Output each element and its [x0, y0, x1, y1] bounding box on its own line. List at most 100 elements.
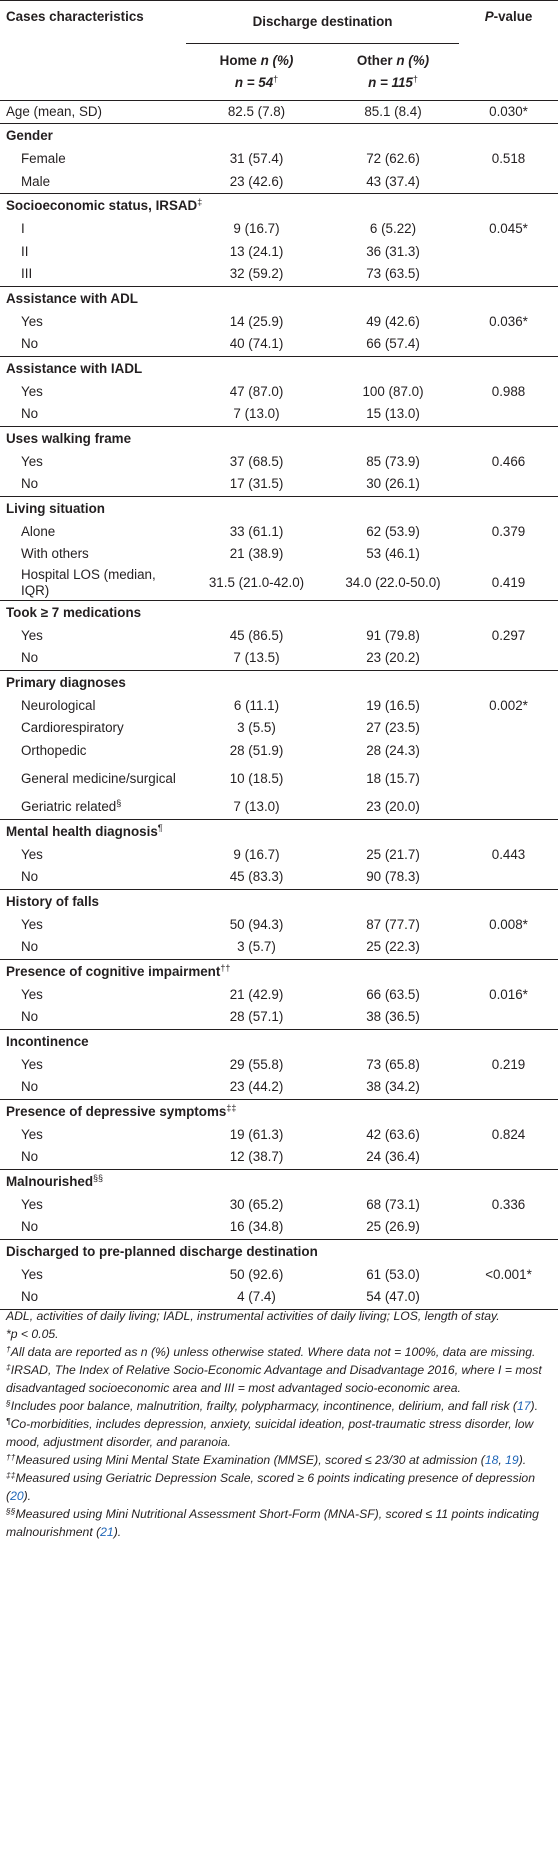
header-discharge-destination: Discharge destination — [186, 0, 460, 44]
table-row: Yes 50 (94.3) 87 (77.7) 0.008* — [0, 914, 558, 937]
footnote: ADL, activities of daily living; IADL, i… — [6, 1307, 554, 1325]
row-label: No — [0, 473, 186, 496]
home-value-cell: 10 (18.5) — [229, 771, 284, 786]
table-header: Cases characteristics Discharge destinat… — [0, 0, 558, 101]
other-value-cell: 62 (53.9) — [366, 523, 420, 539]
footnote-mark: § — [6, 1398, 11, 1408]
home-value-cell: 23 (44.2) — [229, 1079, 284, 1095]
home-value-cell: 30 (65.2) — [229, 1196, 284, 1212]
pvalue-cell — [459, 403, 558, 426]
footnote: *p < 0.05. — [6, 1325, 554, 1343]
row-label: Yes — [0, 984, 186, 1007]
reference-link[interactable]: 21 — [100, 1525, 114, 1539]
reference-link[interactable]: 19 — [505, 1453, 519, 1467]
footnote-text: ). — [518, 1453, 527, 1467]
pvalue-cell — [459, 1076, 558, 1099]
pvalue-cell: 0.443 — [491, 846, 526, 862]
header-home-n-label: n (%) — [260, 52, 294, 68]
row-label-text: III — [21, 266, 33, 282]
section-label: Assistance with IADL — [0, 356, 558, 381]
pvalue-cell — [459, 543, 558, 566]
section-row: Presence of cognitive impairment†† — [0, 959, 558, 984]
pvalue-cell: 0.336 — [491, 1196, 526, 1212]
table-row: Yes 47 (87.0) 100 (87.0) 0.988 — [0, 381, 558, 404]
header-pvalue-p: P — [484, 9, 494, 24]
section-label-text: Mental health diagnosis — [6, 823, 158, 839]
row-label: No — [0, 1006, 186, 1029]
section-label: Gender — [0, 124, 558, 149]
other-value-cell: 100 (87.0) — [362, 383, 424, 399]
other-value-cell: 87 (77.7) — [366, 916, 420, 932]
pvalue-cell — [459, 1216, 558, 1239]
section-label: Incontinence — [0, 1029, 558, 1054]
home-value-cell: 50 (94.3) — [229, 916, 284, 932]
header-home-label: Home — [219, 52, 261, 68]
table-footnotes: ADL, activities of daily living; IADL, i… — [6, 1307, 554, 1541]
header-blank-right — [459, 43, 558, 101]
other-value-cell: 6 (5.22) — [369, 221, 417, 237]
table-row: II 13 (24.1) 36 (31.3) — [0, 241, 558, 264]
table-row: No 3 (5.7) 25 (22.3) — [0, 936, 558, 959]
row-label: Yes — [0, 451, 186, 474]
table-row: III 32 (59.2) 73 (63.5) — [0, 263, 558, 286]
section-label-text: Presence of cognitive impairment — [6, 963, 221, 979]
row-label-text: No — [21, 1079, 39, 1095]
row-label-text: Yes — [21, 453, 43, 469]
footnote-text: ). — [113, 1525, 122, 1539]
table-row: No 40 (74.1) 66 (57.4) — [0, 333, 558, 356]
section-footnote-mark: ¶ — [157, 822, 163, 833]
pvalue-cell: 0.219 — [491, 1056, 526, 1072]
header-pvalue: P-value — [459, 0, 558, 43]
section-label: Malnourished§§ — [0, 1169, 558, 1194]
section-label-text: Malnourished — [6, 1173, 94, 1189]
section-label: Primary diagnoses — [0, 670, 558, 695]
row-label-text: Alone — [21, 523, 56, 539]
footnote-text: Measured using Geriatric Depression Scal… — [6, 1471, 535, 1503]
row-label: Yes — [0, 1124, 186, 1147]
other-value-cell: 27 (23.5) — [366, 720, 420, 736]
section-row: Primary diagnoses — [0, 670, 558, 695]
section-label-text: Assistance with IADL — [6, 360, 143, 376]
row-label-text: Yes — [21, 846, 43, 862]
reference-link[interactable]: 20 — [10, 1489, 24, 1503]
section-row: Malnourished§§ — [0, 1169, 558, 1194]
other-value-cell: 91 (79.8) — [366, 627, 420, 643]
table-row: Female 31 (57.4) 72 (62.6) 0.518 — [0, 148, 558, 171]
other-value-cell: 73 (63.5) — [366, 266, 420, 282]
table-row: No 7 (13.0) 15 (13.0) — [0, 403, 558, 426]
pvalue-cell: 0.030* — [489, 103, 528, 119]
header-other-count: n = 115 — [368, 74, 413, 90]
header-other-n-label: n (%) — [396, 52, 430, 68]
other-value-cell: 43 (37.4) — [366, 173, 420, 189]
row-label-text: Yes — [21, 1196, 43, 1212]
section-footnote-mark: §§ — [93, 1172, 104, 1183]
footnote-mark: † — [6, 1344, 11, 1354]
row-label-text: Hospital LOS (median, IQR) — [21, 566, 156, 598]
row-label: No — [0, 1286, 186, 1309]
table-row: Yes 45 (86.5) 91 (79.8) 0.297 — [0, 625, 558, 648]
pvalue-cell: 0.988 — [491, 383, 526, 399]
row-label: Hospital LOS (median, IQR) — [0, 566, 186, 601]
row-label: With others — [0, 543, 186, 566]
footnote-mark: §§ — [6, 1506, 16, 1516]
footnote: ‡IRSAD, The Index of Relative Socio-Econ… — [6, 1361, 554, 1397]
header-home-dagger: † — [273, 73, 279, 84]
home-value-cell: 7 (13.5) — [233, 650, 280, 666]
footnote-mark: †† — [6, 1452, 16, 1462]
footnote-text: *p < 0.05. — [6, 1327, 59, 1341]
row-label: Yes — [0, 844, 186, 867]
row-label-text: I — [21, 221, 25, 237]
row-label: Male — [0, 171, 186, 194]
table-row: Yes 21 (42.9) 66 (63.5) 0.016* — [0, 984, 558, 1007]
characteristics-table: Cases characteristics Discharge destinat… — [0, 0, 558, 1309]
section-label: Mental health diagnosis¶ — [0, 819, 558, 844]
reference-link[interactable]: 18 — [484, 1453, 499, 1467]
table-body: Age (mean, SD) 82.5 (7.8) 85.1 (8.4) 0.030*… — [0, 100, 558, 1309]
section-row: Discharged to pre-planned discharge dest… — [0, 1239, 558, 1264]
pvalue-cell: 0.466 — [491, 453, 526, 469]
section-label: Assistance with ADL — [0, 286, 558, 311]
reference-link[interactable]: 17 — [516, 1399, 531, 1413]
table-row: Geriatric related§ 7 (13.0) 23 (20.0) — [0, 796, 558, 819]
table-row: No 4 (7.4) 54 (47.0) — [0, 1286, 558, 1309]
home-value-cell: 28 (57.1) — [229, 1009, 284, 1025]
